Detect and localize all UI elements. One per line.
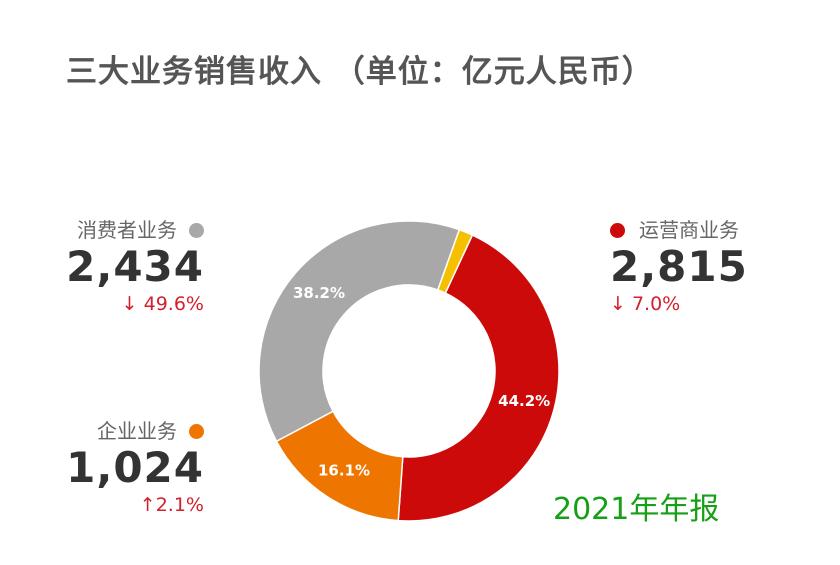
segment-enterprise: 企业业务 1,024 ↑2.1%: [66, 418, 204, 518]
carrier-legend-dot: [610, 222, 625, 238]
segment-consumer-header: 消费者业务: [66, 217, 204, 243]
chart-title: 三大业务销售收入 （单位：亿元人民币）: [66, 54, 654, 90]
consumer-legend-dot: [189, 222, 204, 238]
segment-enterprise-value: 1,024: [66, 443, 204, 492]
segment-carrier-change: ↓ 7.0%: [610, 293, 681, 315]
segment-enterprise-header: 企业业务: [66, 418, 204, 444]
segment-consumer-change: ↓ 49.6%: [121, 293, 204, 315]
donut-slice-2: [258, 220, 461, 443]
donut-slices: [258, 220, 560, 522]
enterprise-legend-dot: [189, 423, 204, 439]
segment-consumer-name: 消费者业务: [77, 218, 177, 242]
slice-labels: 44.2% 16.1% 38.2%: [293, 284, 550, 480]
segment-carrier-name: 运营商业务: [639, 218, 739, 242]
slice-label-1: 16.1%: [318, 462, 370, 480]
donut-slice-3: [436, 228, 474, 295]
segment-consumer-value: 2,434: [66, 242, 204, 291]
slice-label-2: 38.2%: [293, 284, 345, 302]
segment-carrier-value: 2,815: [610, 242, 748, 291]
segment-consumer: 消费者业务 2,434 ↓ 49.6%: [66, 217, 204, 317]
segment-carrier-header: 运营商业务: [610, 217, 748, 243]
slice-label-0: 44.2%: [498, 392, 550, 410]
segment-enterprise-change: ↑2.1%: [139, 494, 204, 516]
segment-enterprise-name: 企业业务: [97, 419, 177, 443]
report-year-tag: 2021年年报: [553, 492, 720, 527]
donut-slice-0: [397, 234, 560, 522]
segment-carrier: 运营商业务 2,815 ↓ 7.0%: [610, 217, 748, 317]
